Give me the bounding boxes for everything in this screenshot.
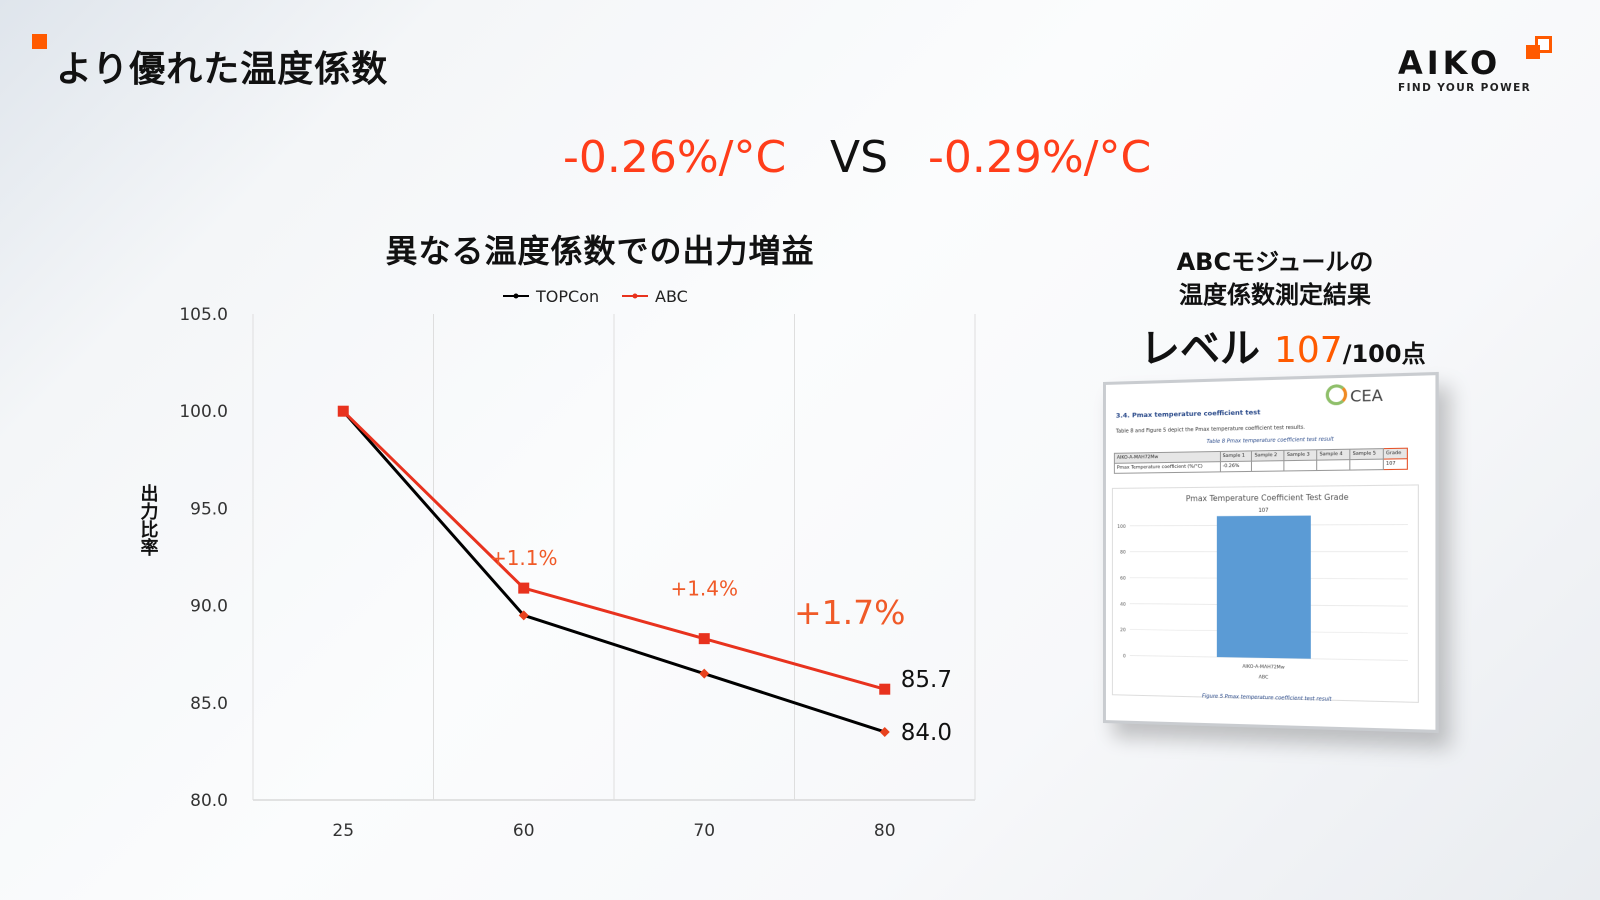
- panel-heading: ABCモジュールの 温度係数測定結果: [1110, 246, 1440, 312]
- y-tick-label: 100.0: [179, 402, 228, 422]
- panel-heading-line2: 温度係数測定結果: [1110, 279, 1440, 312]
- data-point-topcon: [699, 669, 709, 679]
- cert-y-tick: 0: [1123, 653, 1126, 659]
- y-tick-label: 90.0: [190, 597, 228, 617]
- cert-y-tick: 20: [1120, 627, 1126, 633]
- y-axis-label: 出力比率: [138, 483, 159, 557]
- x-tick-label: 70: [693, 821, 715, 841]
- cert-y-tick: 100: [1117, 524, 1126, 530]
- power-gain-line-chart: 80.0 85.0 90.0 95.0 100.0 105.0 25 60 70 80 出力比率 TO…: [0, 0, 1000, 860]
- logo-tagline: FIND YOUR POWER: [1398, 82, 1531, 94]
- y-tick-label: 95.0: [190, 499, 228, 519]
- data-point-abc: [699, 633, 710, 644]
- logo-mark-icon: [1526, 36, 1552, 62]
- x-tick-label: 80: [874, 821, 896, 841]
- legend-label: TOPCon: [535, 287, 599, 306]
- level-word: レベル: [1140, 326, 1260, 372]
- cert-y-tick: 60: [1120, 576, 1126, 582]
- level-value: 107: [1274, 330, 1343, 371]
- cert-bar: [1217, 516, 1311, 659]
- certificate-bar-chart: 0 20 40 60 80 100 107 AIKO-A-MAH72Mw ABC: [1106, 375, 1435, 730]
- x-tick-label: 25: [332, 821, 354, 841]
- aiko-logo: AIKO FIND YOUR POWER: [1398, 36, 1558, 96]
- data-point-abc: [518, 583, 529, 594]
- level-suffix: /100点: [1343, 340, 1426, 368]
- level-result: レベル 107/100点: [1140, 316, 1426, 374]
- legend-marker: [633, 294, 638, 299]
- cert-category-label: AIKO-A-MAH72Mw: [1242, 664, 1285, 671]
- gain-label: +1.7%: [794, 593, 906, 632]
- gain-label: +1.4%: [670, 577, 738, 601]
- y-tick-label: 85.0: [190, 694, 228, 714]
- gain-label: +1.1%: [490, 546, 558, 570]
- cert-bar-label: 107: [1258, 508, 1268, 514]
- y-tick-label: 80.0: [190, 791, 228, 811]
- data-point-abc: [879, 684, 890, 695]
- y-tick-label: 105.0: [179, 305, 228, 325]
- test-certificate-image: CEA 3.4. Pmax temperature coefficient te…: [1103, 372, 1439, 733]
- legend-marker: [514, 294, 519, 299]
- end-value-label: 84.0: [901, 720, 952, 746]
- data-point-topcon: [880, 727, 890, 737]
- cert-y-tick: 80: [1120, 550, 1126, 556]
- cert-category-sub: ABC: [1259, 674, 1269, 680]
- legend-label: ABC: [655, 287, 688, 306]
- end-value-label: 85.7: [901, 667, 952, 693]
- cert-y-tick: 40: [1120, 601, 1126, 607]
- data-point-abc: [338, 406, 349, 417]
- panel-heading-line1: ABCモジュールの: [1110, 246, 1440, 279]
- x-tick-label: 60: [513, 821, 535, 841]
- logo-wordmark: AIKO: [1398, 44, 1501, 82]
